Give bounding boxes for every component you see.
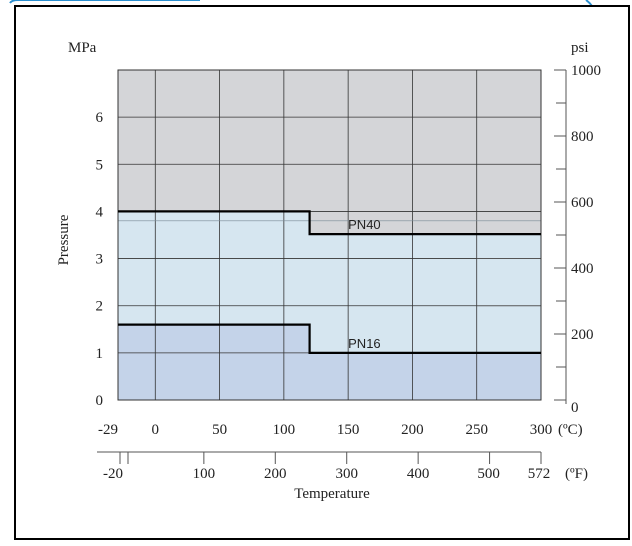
tick-label-psi: 800 <box>571 129 594 145</box>
series-label-pn40: PN40 <box>348 217 381 232</box>
outer-border <box>14 5 630 540</box>
tick-label-fahrenheit: 200 <box>264 466 287 482</box>
unit-label-celsius: (ºC) <box>558 422 583 438</box>
tick-label-celsius: 50 <box>212 422 227 438</box>
unit-label-fahrenheit: (ºF) <box>565 466 588 482</box>
region-pn16 <box>118 324 541 400</box>
y-axis-title: Pressure <box>56 214 72 265</box>
series-lines: PN40 PN16 <box>118 210 541 354</box>
series-line-pn16 <box>118 323 541 354</box>
header-accent <box>9 0 200 4</box>
tick-label-psi: 0 <box>571 400 579 416</box>
tick-label-psi: 1000 <box>571 63 601 79</box>
tick-label-mpa: 2 <box>96 299 104 315</box>
series-line-pn40 <box>118 210 541 236</box>
tick-label-fahrenheit: 500 <box>477 466 500 482</box>
tick-label-mpa: 1 <box>96 346 104 362</box>
tick-label-psi: 200 <box>571 327 594 343</box>
tick-label-mpa: 4 <box>96 204 104 220</box>
tick-label-celsius: 0 <box>152 422 160 438</box>
tick-label-celsius: 100 <box>273 422 296 438</box>
tick-label-fahrenheit: 300 <box>335 466 358 482</box>
tick-label-fahrenheit: 572 <box>528 466 551 482</box>
tick-label-psi: 400 <box>571 261 594 277</box>
unit-label-psi: psi <box>571 40 589 56</box>
tick-label-celsius: 250 <box>465 422 488 438</box>
tick-label-fahrenheit: 400 <box>407 466 430 482</box>
axis-labels: Pressure Temperature <box>56 214 370 502</box>
tick-label-mpa: 0 <box>96 393 104 409</box>
tick-label-celsius: 150 <box>337 422 360 438</box>
tick-label-celsius: 300 <box>530 422 553 438</box>
tick-label-fahrenheit: 100 <box>193 466 216 482</box>
tick-label-mpa: 5 <box>96 157 104 173</box>
tick-label-celsius: 200 <box>401 422 424 438</box>
tick-label-celsius: -29 <box>98 422 118 438</box>
axes: 0 1 2 3 4 5 6 MPa 0 200 400 600 800 1000 psi -29 0 50 100 1… <box>68 40 601 482</box>
unit-label-mpa: MPa <box>68 40 97 56</box>
series-label-pn16: PN16 <box>348 336 381 351</box>
tick-label-mpa: 3 <box>96 252 104 268</box>
x-axis-title: Temperature <box>294 486 370 502</box>
tick-label-mpa: 6 <box>96 110 104 126</box>
header-strip <box>0 0 632 6</box>
tick-label-fahrenheit: -20 <box>103 466 123 482</box>
tick-label-psi: 600 <box>571 195 594 211</box>
